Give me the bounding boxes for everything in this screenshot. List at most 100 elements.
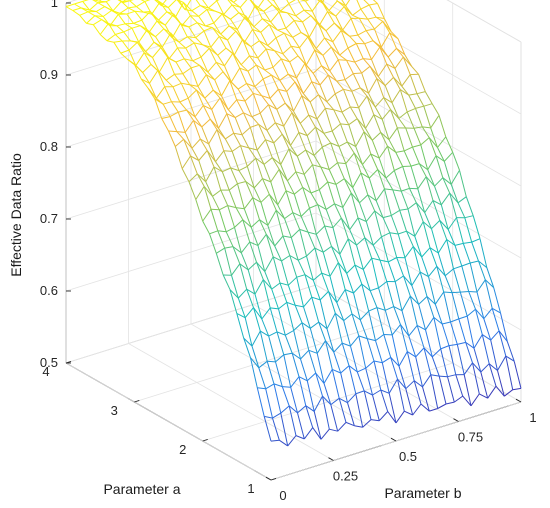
mesh-segment [315,372,325,384]
mesh-segment [124,23,133,29]
mesh-segment [287,12,296,17]
mesh-segment [266,122,276,131]
mesh-segment [305,64,314,74]
mesh-segment [185,42,195,49]
mesh-segment [361,283,371,292]
mesh-segment [305,49,316,66]
mesh-segment [218,113,228,129]
mesh-segment [417,176,427,190]
mesh-segment [295,15,303,23]
mesh-segment [364,40,374,45]
mesh-segment [361,72,369,94]
mesh-segment [119,7,129,14]
mesh-segment [254,279,264,295]
mesh-segment [265,383,275,390]
mesh-segment [279,73,289,81]
mesh-segment [345,289,354,294]
mesh-segment [295,171,304,188]
mesh-segment [328,162,338,170]
mesh-segment [187,89,197,99]
mesh-segment [271,282,281,290]
mesh-segment [174,146,183,169]
mesh-segment [463,374,472,406]
mesh-segment [112,1,122,12]
mesh-segment [153,41,163,48]
mesh-segment [447,217,457,230]
mesh-segment [145,51,153,58]
mesh-segment [349,217,359,230]
mesh-segment [484,279,493,309]
mesh-segment [407,208,416,237]
mesh-segment [498,330,508,342]
mesh-segment [287,276,298,286]
mesh-segment [447,374,456,378]
mesh-segment [181,82,190,86]
mesh-segment [454,242,464,246]
mesh-segment [143,52,152,65]
mesh-segment [267,45,275,52]
mesh-segment [330,397,340,406]
mesh-segment [330,46,341,56]
mesh-segment [333,109,343,113]
mesh-segment [276,331,285,355]
mesh-segment [324,37,332,48]
mesh-segment [309,204,318,209]
mesh-segment [102,16,111,26]
mesh-segment [258,40,267,50]
mesh-segment [242,219,251,243]
mesh-segment [261,307,271,320]
mesh-segment [184,120,194,133]
mesh-segment [305,0,313,12]
mesh-segment [193,120,203,128]
mesh-segment [378,281,388,289]
mesh-segment [278,88,287,92]
mesh-segment [140,78,150,84]
mesh-segment [301,95,310,116]
mesh-segment [278,308,286,336]
mesh-segment [392,189,401,211]
mesh-segment [288,148,298,157]
mesh-segment [112,10,120,14]
mesh-segment [203,105,212,110]
mesh-segment [406,111,415,129]
mesh-segment [348,365,357,394]
mesh-segment [280,58,289,75]
mesh-segment [340,217,349,240]
mesh-segment [363,131,372,155]
mesh-segment [288,3,297,17]
mesh-segment [462,395,472,407]
mesh-segment [420,144,429,170]
mesh-segment [74,3,82,9]
mesh-segment [113,40,123,43]
mesh-segment [490,330,500,341]
mesh-segment [143,11,152,15]
mesh-segment [87,11,96,17]
mesh-segment [395,152,404,167]
mesh-segment [311,297,320,323]
mesh-segment [245,181,254,198]
mesh-segment [314,247,324,253]
mesh-segment [430,127,438,148]
mesh-segment [337,422,347,432]
mesh-segment [260,202,269,226]
mesh-segment [249,241,257,263]
mesh-segment [375,340,383,363]
mesh-segment [319,299,328,329]
mesh-segment [323,130,333,134]
mesh-segment [401,74,411,87]
mesh-segment [422,221,432,230]
mesh-segment [302,15,312,23]
mesh-segment [309,207,317,235]
mesh-segment [398,366,407,389]
mesh-segment [270,307,279,310]
mesh-segment [277,27,286,31]
mesh-segment [198,9,208,17]
mesh-segment [151,13,159,21]
mesh-segment [418,296,428,305]
mesh-segment [388,127,398,140]
mesh-segment [354,58,364,63]
mesh-segment [191,147,200,161]
mesh-segment [200,138,209,145]
mesh-segment [104,6,114,12]
mesh-segment [368,4,377,18]
